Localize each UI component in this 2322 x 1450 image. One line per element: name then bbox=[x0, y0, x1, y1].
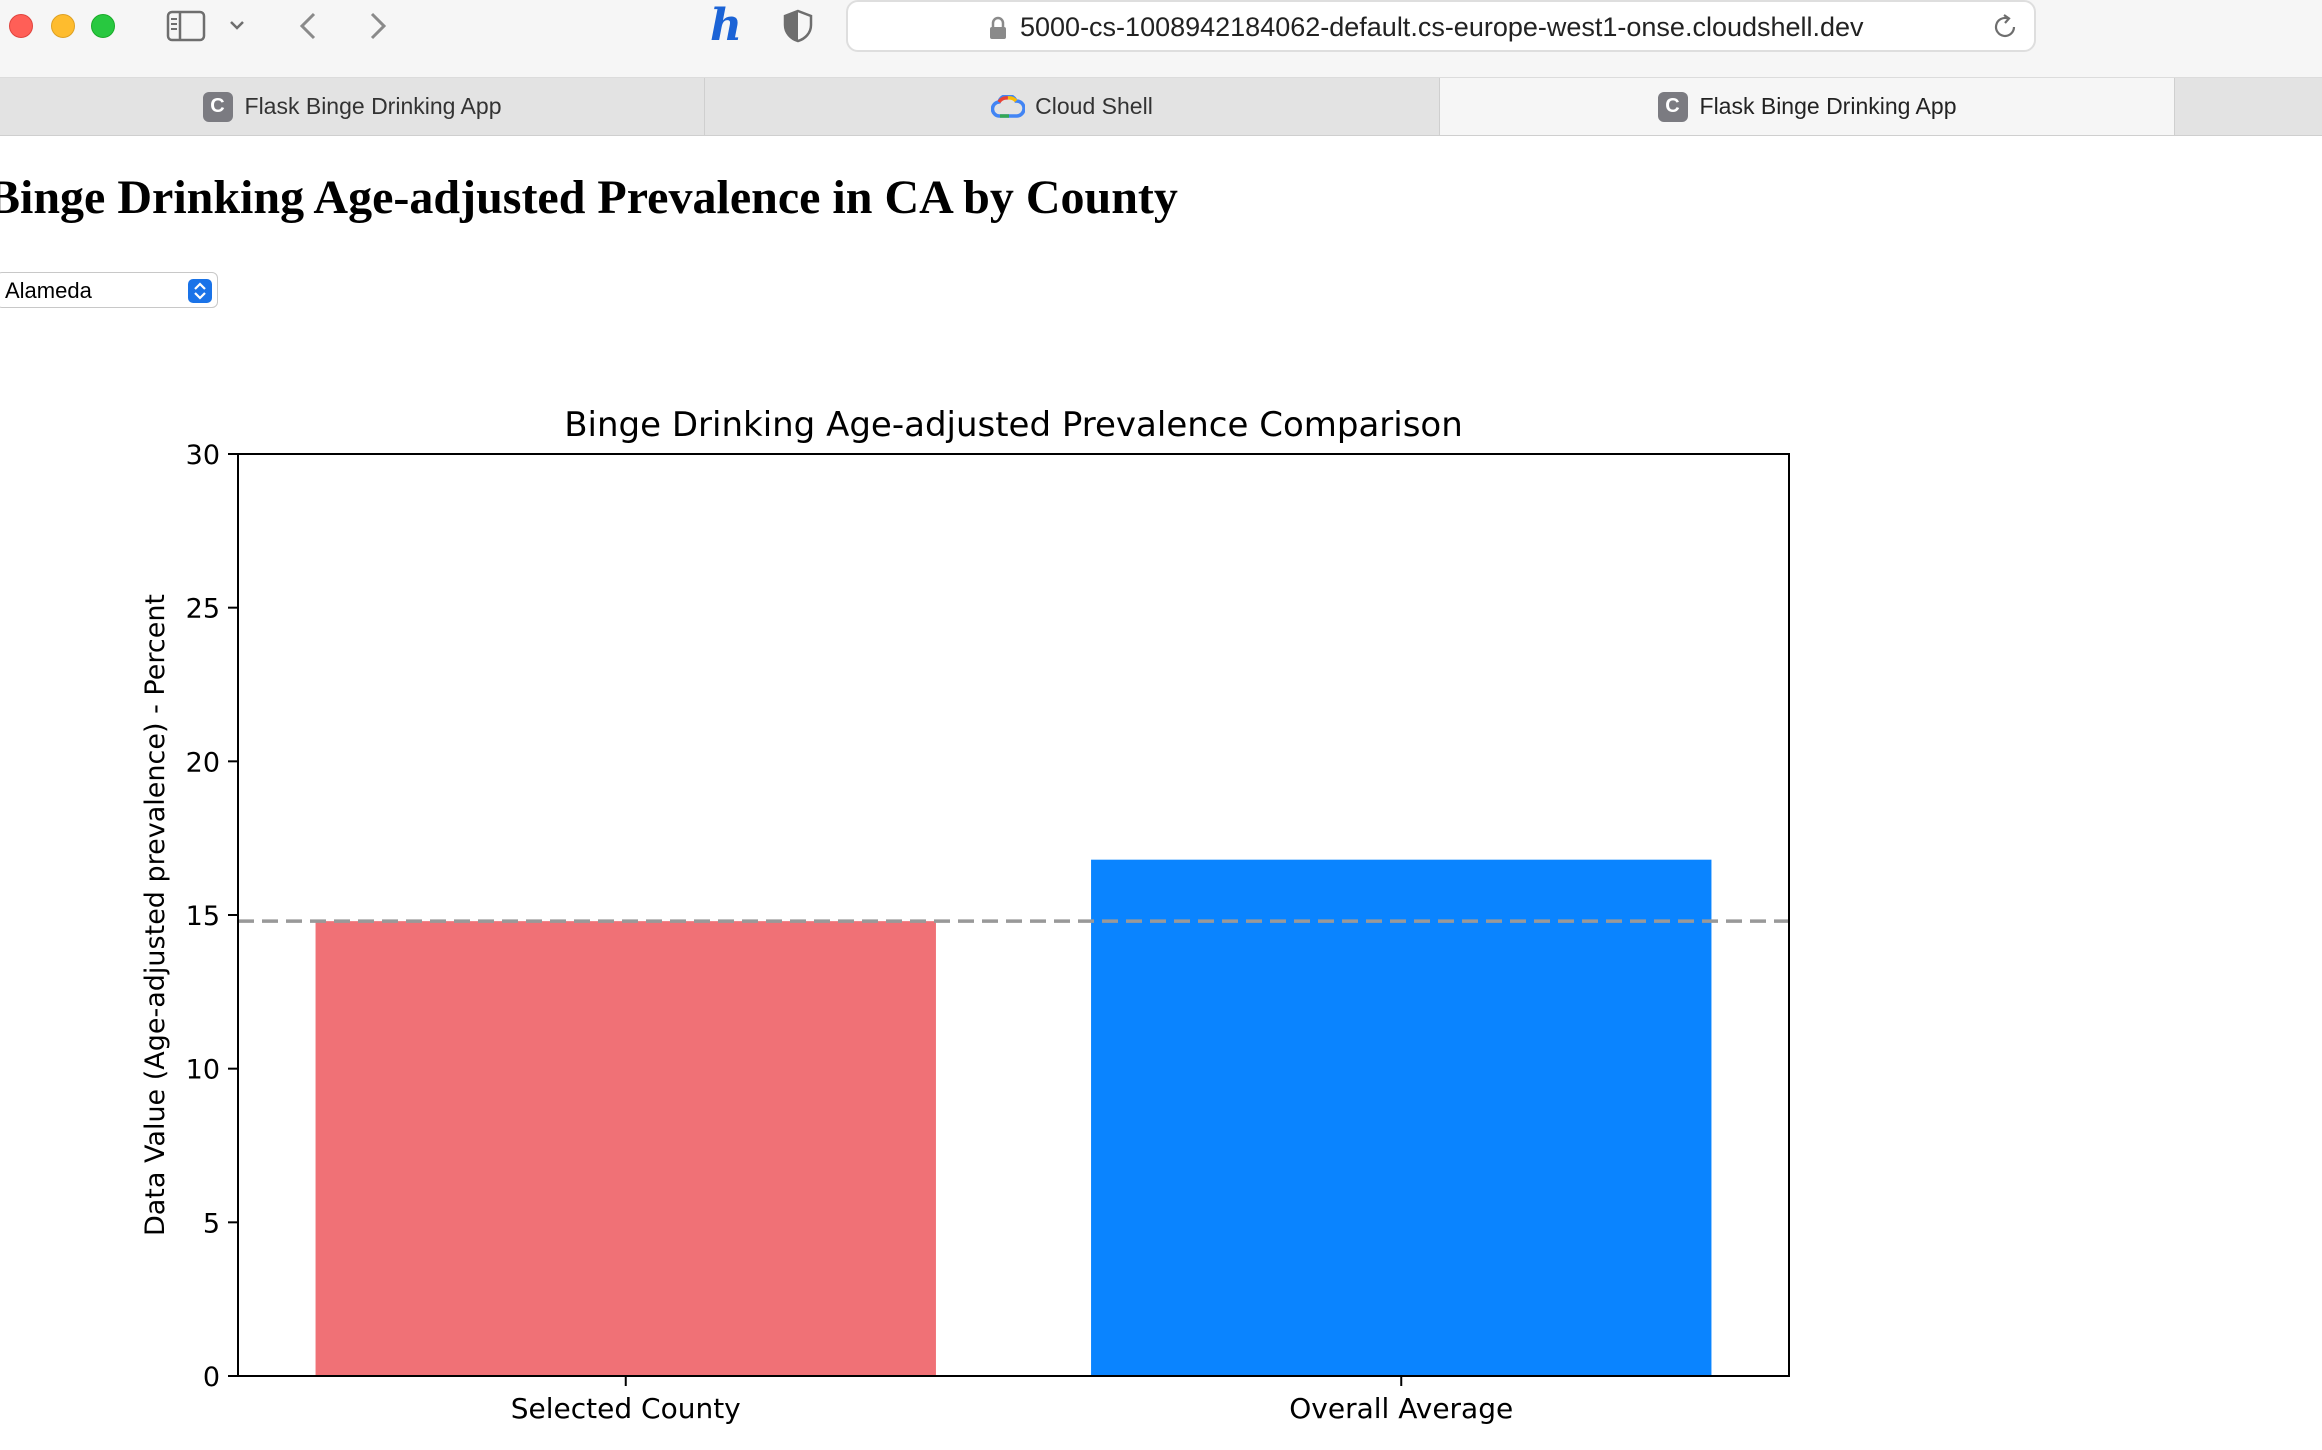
bar-2 bbox=[1091, 859, 1712, 1376]
url-text[interactable]: 5000-cs-1008942184062-default.cs-europe-… bbox=[1020, 12, 1864, 42]
lock-icon bbox=[988, 16, 1008, 40]
y-tick-label: 25 bbox=[186, 594, 220, 625]
minimize-window-button[interactable] bbox=[51, 14, 75, 38]
favicon-c-icon: C bbox=[1657, 91, 1688, 122]
close-window-button[interactable] bbox=[9, 14, 33, 38]
chevron-down-icon[interactable] bbox=[226, 14, 248, 36]
back-icon[interactable] bbox=[292, 8, 324, 44]
tab-flask-app-2[interactable]: C Flask Binge Drinking App bbox=[1440, 78, 2175, 135]
prevalence-chart: Binge Drinking Age-adjusted Prevalence C… bbox=[0, 380, 2322, 1450]
browser-toolbar: h 5000-cs-1008942184062-default.cs-europ… bbox=[0, 0, 2322, 78]
select-stepper-icon bbox=[188, 279, 212, 303]
plot-frame bbox=[237, 453, 1790, 1377]
chart-svg: Binge Drinking Age-adjusted Prevalence C… bbox=[140, 405, 1790, 1425]
zoom-window-button[interactable] bbox=[91, 14, 115, 38]
y-axis-label: Data Value (Age-adjusted prevalence) - P… bbox=[140, 594, 171, 1236]
sidebar-toggle-icon[interactable] bbox=[166, 10, 206, 42]
county-select[interactable]: Alameda bbox=[0, 272, 218, 308]
address-bar[interactable]: 5000-cs-1008942184062-default.cs-europe-… bbox=[846, 0, 2036, 52]
tab-flask-app-1[interactable]: C Flask Binge Drinking App bbox=[0, 78, 705, 135]
county-select-value: Alameda bbox=[5, 278, 92, 303]
forward-icon[interactable] bbox=[362, 8, 394, 44]
shield-icon[interactable] bbox=[780, 8, 816, 44]
y-tick-label: 20 bbox=[186, 747, 220, 778]
tab-label: Cloud Shell bbox=[1035, 93, 1153, 119]
chart-title: Binge Drinking Age-adjusted Prevalence C… bbox=[564, 405, 1463, 445]
favicon-c-icon: C bbox=[202, 91, 233, 122]
y-tick-label: 30 bbox=[186, 440, 220, 471]
honey-extension-icon[interactable]: h bbox=[710, 0, 742, 51]
y-tick-label: 5 bbox=[203, 1208, 220, 1239]
tab-label: Flask Binge Drinking App bbox=[1699, 93, 1957, 119]
tab-cloud-shell[interactable]: Cloud Shell bbox=[705, 78, 1440, 135]
y-tick-label: 0 bbox=[203, 1362, 220, 1393]
x-tick-label: Overall Average bbox=[1289, 1392, 1513, 1425]
page-title: Binge Drinking Age-adjusted Prevalence i… bbox=[0, 171, 1178, 224]
bar-1 bbox=[315, 921, 936, 1376]
x-tick-label: Selected County bbox=[511, 1392, 741, 1425]
tab-bar: C Flask Binge Drinking App Cloud Shell C… bbox=[0, 78, 2322, 136]
reload-icon[interactable] bbox=[1990, 12, 2020, 42]
y-tick-label: 10 bbox=[186, 1055, 220, 1086]
y-tick-label: 15 bbox=[186, 901, 220, 932]
tab-label: Flask Binge Drinking App bbox=[244, 93, 502, 119]
google-cloud-icon bbox=[990, 93, 1026, 119]
